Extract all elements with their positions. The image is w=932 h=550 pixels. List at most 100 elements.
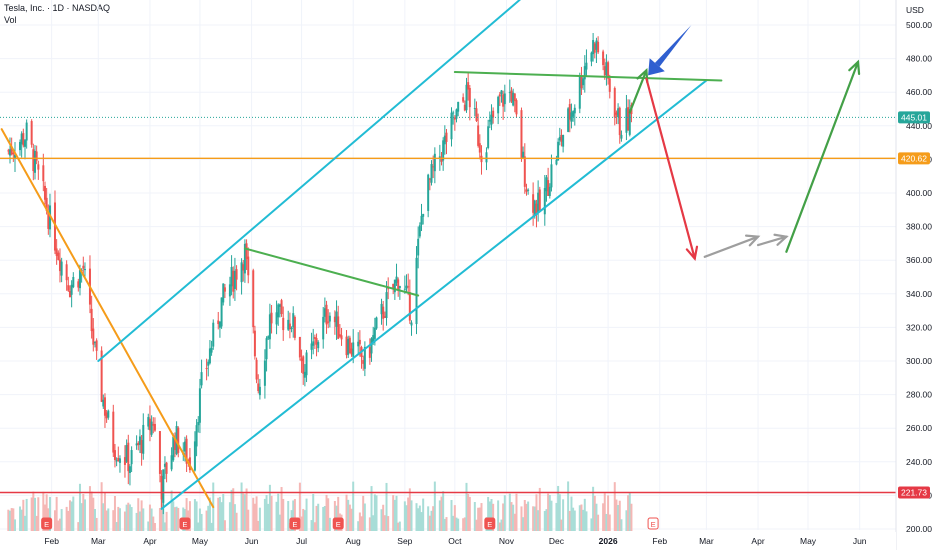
earnings-marker[interactable] xyxy=(332,517,344,530)
candle-body xyxy=(212,322,215,347)
date-tick-label: Apr xyxy=(143,536,156,546)
volume-bar xyxy=(77,522,80,531)
earnings-marker-label: E xyxy=(651,520,656,529)
candle-body xyxy=(7,150,10,152)
candle-body xyxy=(572,111,575,117)
candle-body xyxy=(257,383,260,392)
neckline-right xyxy=(453,71,723,82)
candle-body xyxy=(138,436,141,445)
volume-bar xyxy=(578,505,581,531)
volume-bar xyxy=(567,481,570,531)
candle-body xyxy=(30,121,33,145)
volume-bar xyxy=(603,493,606,531)
candle-body xyxy=(445,132,448,142)
volume-bar xyxy=(65,506,68,531)
volume-bar xyxy=(352,481,355,531)
volume-bar xyxy=(525,503,528,531)
volume-bar xyxy=(327,498,330,531)
candle-body xyxy=(585,62,588,70)
candle-body xyxy=(267,336,270,339)
candle-body xyxy=(232,270,235,292)
candle-body xyxy=(502,94,505,107)
price-tick-label: 480.00 xyxy=(906,54,932,64)
volume-bar xyxy=(463,517,466,531)
volume-bar xyxy=(490,499,493,531)
volume-bar xyxy=(452,515,455,531)
volume-bar xyxy=(548,495,551,531)
candle-body xyxy=(313,337,316,339)
price-tick-label: 340.00 xyxy=(906,289,932,299)
candle-body xyxy=(222,283,225,303)
candle-body xyxy=(113,450,116,460)
volume-bar xyxy=(557,485,560,531)
earnings-marker[interactable] xyxy=(484,517,496,530)
low-price-badge xyxy=(898,486,930,499)
candle-body xyxy=(252,270,255,328)
volume-bar xyxy=(512,504,515,531)
candle-body xyxy=(602,51,605,66)
volume-bar xyxy=(53,510,56,531)
candle-body xyxy=(90,308,93,332)
candle-body xyxy=(583,66,586,80)
candle-body xyxy=(253,330,256,357)
candle-body xyxy=(372,335,375,344)
volume-bar xyxy=(523,499,526,531)
volume-bar xyxy=(302,508,305,531)
candle-body xyxy=(103,397,106,416)
candle-body xyxy=(380,303,383,315)
candle-body xyxy=(302,356,305,374)
volume-bar xyxy=(230,489,233,531)
candle-body xyxy=(10,146,13,155)
candle-body xyxy=(548,186,551,197)
candle-body xyxy=(218,321,221,328)
support-price-badge xyxy=(898,152,930,165)
price-axis[interactable]: USD 200.00220.00240.00260.00280.00300.00… xyxy=(895,0,932,550)
candle-body xyxy=(578,75,581,109)
volume-bar xyxy=(508,493,511,531)
candle-body xyxy=(53,202,56,251)
candle-body xyxy=(408,292,411,321)
candle-body xyxy=(242,264,245,271)
candle-body xyxy=(527,189,530,191)
candle-body xyxy=(468,87,471,108)
volume-bar xyxy=(245,488,248,531)
candle-body xyxy=(82,265,85,269)
volume-bar xyxy=(7,509,10,531)
date-axis: Feb Mar Apr May Jun Jul Aug Sep Oct Nov Dec 2026 Feb… xyxy=(0,532,896,550)
earnings-marker[interactable] xyxy=(647,517,659,530)
candle-body xyxy=(438,156,441,159)
candle-body xyxy=(140,440,143,454)
candle-body xyxy=(125,444,128,462)
candle-body xyxy=(420,215,423,225)
volume-bar xyxy=(545,509,548,531)
earnings-marker[interactable] xyxy=(289,517,301,530)
volume-bar xyxy=(582,509,585,531)
candle-body xyxy=(42,165,45,182)
volume-bar xyxy=(207,505,210,531)
candle-body xyxy=(543,188,546,215)
date-tick-label: Apr xyxy=(751,536,764,546)
volume-bar xyxy=(67,510,70,531)
candle-body xyxy=(35,151,38,161)
candle-body xyxy=(292,313,295,328)
candle-body xyxy=(160,475,163,500)
candle-body xyxy=(20,133,23,145)
volume-bar xyxy=(177,507,180,531)
volume-bar xyxy=(477,507,480,531)
date-tick-label: Dec xyxy=(549,536,565,546)
volume-bar xyxy=(150,508,153,531)
candle-body xyxy=(165,462,168,474)
candle-body xyxy=(620,134,623,139)
earnings-marker[interactable] xyxy=(179,517,191,530)
volume-bar xyxy=(405,505,408,531)
candle-body xyxy=(255,359,258,380)
candle-body xyxy=(93,341,96,343)
volume-bar xyxy=(608,514,611,531)
volume-bar xyxy=(267,503,270,531)
candle-body xyxy=(595,40,598,50)
earnings-marker[interactable] xyxy=(41,517,53,530)
candle-body xyxy=(102,399,105,407)
bull-breakout-arrow xyxy=(785,60,860,253)
